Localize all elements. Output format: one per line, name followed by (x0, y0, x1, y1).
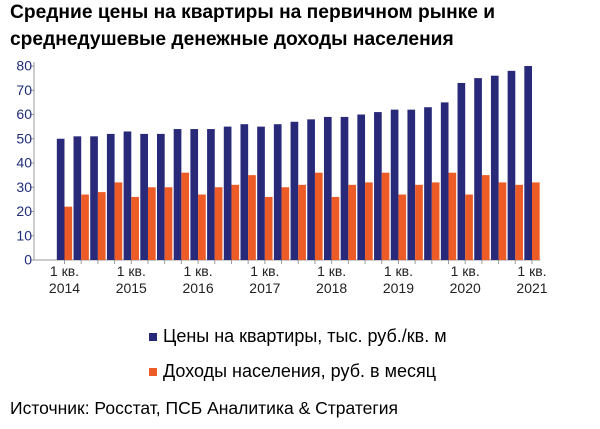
svg-text:2018: 2018 (316, 280, 347, 296)
svg-text:60: 60 (16, 106, 32, 122)
svg-text:70: 70 (16, 82, 32, 98)
svg-text:1 кв.: 1 кв. (384, 263, 413, 279)
svg-text:20: 20 (16, 203, 32, 219)
svg-text:1 кв.: 1 кв. (451, 263, 480, 279)
svg-text:2017: 2017 (249, 280, 280, 296)
svg-text:1 кв.: 1 кв. (317, 263, 346, 279)
svg-text:2014: 2014 (49, 280, 80, 296)
svg-text:2016: 2016 (182, 280, 213, 296)
svg-text:2015: 2015 (116, 280, 147, 296)
svg-text:80: 80 (16, 58, 32, 74)
svg-text:1 кв.: 1 кв. (117, 263, 146, 279)
svg-text:2020: 2020 (450, 280, 481, 296)
svg-text:0: 0 (24, 252, 32, 268)
svg-text:2021: 2021 (516, 280, 547, 296)
svg-text:1 кв.: 1 кв. (517, 263, 546, 279)
svg-text:1 кв.: 1 кв. (50, 263, 79, 279)
svg-text:1 кв.: 1 кв. (183, 263, 212, 279)
svg-text:40: 40 (16, 155, 32, 171)
svg-text:30: 30 (16, 179, 32, 195)
svg-text:1 кв.: 1 кв. (250, 263, 279, 279)
svg-text:10: 10 (16, 227, 32, 243)
svg-text:50: 50 (16, 130, 32, 146)
svg-text:2019: 2019 (383, 280, 414, 296)
